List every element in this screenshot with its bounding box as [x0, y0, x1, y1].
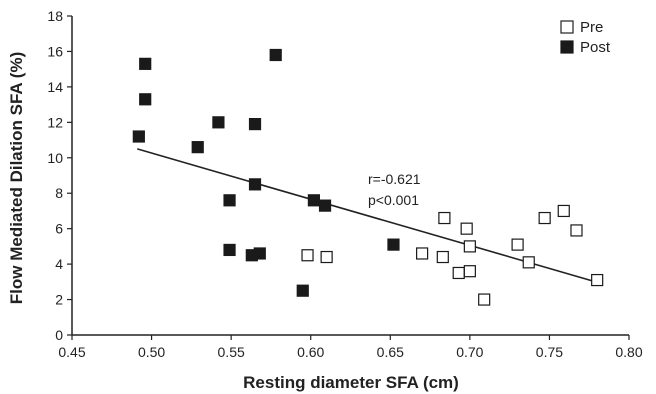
x-tick-label: 0.80 [615, 344, 642, 360]
y-tick-label: 10 [47, 150, 63, 166]
point-post [248, 118, 262, 131]
plot-area: 0.45 0.50 0.55 0.60 0.65 0.70 0.75 0.80 0 2 4 6 8 10… [47, 8, 642, 360]
y-tick-label: 14 [47, 79, 63, 95]
point-pre [591, 273, 604, 287]
x-axis-title: Resting diameter SFA (cm) [243, 373, 459, 392]
point-post [253, 247, 266, 260]
y-tick-label: 16 [47, 43, 63, 59]
legend-marker-pre [560, 20, 574, 34]
point-post [318, 199, 332, 212]
point-pre [438, 211, 451, 225]
annotation-r-value: r=-0.621 [368, 171, 421, 187]
trend-line [137, 148, 599, 284]
point-post [212, 116, 225, 129]
x-tick-label: 0.70 [456, 344, 483, 360]
point-post [139, 57, 152, 70]
legend-label-pre: Pre [580, 19, 603, 36]
point-post [387, 238, 400, 251]
point-pre [416, 247, 429, 260]
point-pre [522, 256, 535, 269]
point-pre [511, 238, 524, 251]
point-pre [452, 266, 465, 280]
annotation-p-value: p<0.001 [368, 192, 419, 208]
y-tick-label: 2 [55, 292, 63, 308]
point-pre [301, 249, 314, 262]
legend-marker-post [560, 40, 574, 54]
point-pre [320, 250, 333, 264]
y-tick-label: 0 [55, 327, 63, 343]
point-post [191, 141, 204, 154]
y-tick-label: 4 [55, 256, 63, 272]
point-post [248, 178, 262, 191]
point-post [139, 93, 152, 106]
point-pre [460, 222, 473, 235]
legend: Pre Post [560, 19, 611, 56]
legend-item-post: Post [560, 39, 611, 56]
data-points [132, 48, 604, 306]
point-pre [463, 265, 476, 278]
point-pre [463, 240, 476, 253]
legend-item-pre: Pre [560, 19, 603, 36]
point-pre [557, 204, 570, 218]
y-axis-ticks: 0 2 4 6 8 10 12 14 16 18 [47, 8, 72, 343]
x-tick-label: 0.50 [138, 344, 165, 360]
point-post [132, 130, 145, 143]
point-pre [478, 293, 491, 306]
point-pre [570, 224, 583, 237]
legend-label-post: Post [580, 39, 611, 56]
point-post [223, 243, 236, 257]
x-axis-ticks: 0.45 0.50 0.55 0.60 0.65 0.70 0.75 0.80 [58, 335, 643, 360]
y-tick-label: 12 [47, 114, 63, 130]
point-pre [538, 211, 551, 225]
y-tick-label: 8 [55, 185, 63, 201]
y-tick-label: 6 [55, 221, 63, 237]
point-post [269, 48, 282, 62]
point-pre [436, 250, 449, 264]
x-tick-label: 0.60 [297, 344, 324, 360]
x-tick-label: 0.65 [377, 344, 404, 360]
x-tick-label: 0.45 [58, 344, 85, 360]
y-tick-label: 18 [47, 8, 63, 24]
point-post [307, 194, 320, 207]
y-axis-title: Flow Mediated Dilation SFA (%) [7, 52, 26, 305]
x-tick-label: 0.55 [218, 344, 245, 360]
point-post [296, 284, 309, 297]
x-tick-label: 0.75 [536, 344, 563, 360]
point-post [223, 194, 236, 207]
